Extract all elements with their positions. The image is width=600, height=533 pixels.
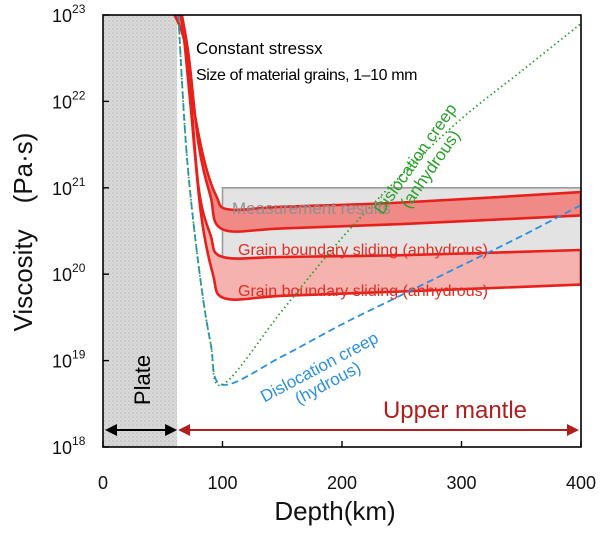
- annotation-constant-stress: Constant stressx: [196, 39, 323, 58]
- y-axis-label: Viscosity (Pa·s): [8, 133, 38, 332]
- x-tick-label: 300: [446, 473, 476, 493]
- grain-boundary-sliding-band-1: [173, 15, 581, 233]
- upper-mantle-arrow: [178, 424, 579, 436]
- y-tick-label: 1021: [52, 175, 86, 199]
- x-axis-ticks: 0 100 200 300 400: [98, 441, 596, 493]
- plate-arrow: [105, 424, 178, 436]
- y-tick-label: 1020: [52, 261, 86, 285]
- y-tick-label: 1022: [52, 88, 86, 112]
- dislocation-creep-hydrous-label: Dislocation creep (hydrous): [257, 328, 381, 408]
- y-tick-label: 1019: [52, 348, 86, 372]
- dislocation-creep-anhydrous-line: [177, 15, 581, 387]
- plate-region: [103, 15, 178, 447]
- plate-label: Plate: [130, 355, 155, 405]
- y-tick-label: 1023: [52, 2, 86, 26]
- measurement-results-label: Measurement results: [232, 199, 391, 218]
- y-tick-label: 1018: [52, 434, 86, 458]
- x-tick-label: 0: [98, 473, 108, 493]
- x-tick-label: 200: [327, 473, 357, 493]
- x-axis-label: Depth(km): [274, 496, 395, 526]
- grain-boundary-sliding-label-1: Grain boundary sliding (anhydrous): [238, 242, 488, 259]
- upper-mantle-label: Upper mantle: [383, 397, 527, 424]
- x-tick-label: 100: [207, 473, 237, 493]
- dislocation-creep-hydrous-line: [177, 15, 581, 386]
- grain-boundary-sliding-label-2: Grain boundary sliding (anhydrous): [238, 283, 488, 300]
- x-tick-label: 400: [566, 473, 596, 493]
- annotation-grain-size: Size of material grains, 1–10 mm: [196, 67, 417, 84]
- y-axis-ticks: 1018 1019 1020 1021 1022 1023: [52, 2, 109, 458]
